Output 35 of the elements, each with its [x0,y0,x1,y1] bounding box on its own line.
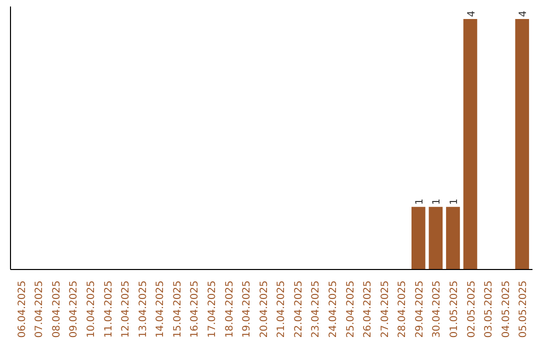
x-tick-label: 08.04.2025 [51,280,62,338]
x-tick-label: 25.04.2025 [345,280,356,338]
x-tick-label: 04.05.2025 [500,280,512,338]
x-tick-label: 16.04.2025 [190,280,201,338]
x-tick-label: 20.04.2025 [258,280,270,338]
data-label: 1 [448,198,460,205]
x-tick-label: 10.04.2025 [86,280,98,338]
x-tick-label: 13.04.2025 [138,280,149,338]
x-tick-label: 06.04.2025 [16,280,28,338]
x-tick-label: 29.04.2025 [414,280,426,338]
x-tick-label: 27.04.2025 [380,280,391,338]
x-tick-label: 22.04.2025 [293,280,304,338]
x-tick-label: 11.04.2025 [103,280,114,338]
x-tick-label: 07.04.2025 [34,280,46,338]
x-tick-label: 01.05.2025 [448,280,460,338]
x-tick-label: 14.04.2025 [155,280,166,338]
x-tick-label: 02.05.2025 [466,280,478,338]
x-tick-label: 26.04.2025 [362,280,374,338]
data-label: 4 [518,10,530,18]
x-tick-label: 24.04.2025 [328,280,339,338]
x-tick-label: 17.04.2025 [207,280,218,338]
x-tick-label: 09.04.2025 [68,280,80,338]
x-tick-label: 30.04.2025 [432,280,443,338]
x-tick-label: 05.05.2025 [518,280,530,338]
x-tick-label: 15.04.2025 [172,280,184,338]
x-tick-label: 23.04.2025 [310,280,322,338]
x-tick-label: 03.05.2025 [484,280,495,338]
x-tick-label: 12.04.2025 [120,280,132,338]
x-tick-label: 19.04.2025 [242,280,253,338]
x-tick-label: 18.04.2025 [224,280,236,338]
data-label: 1 [414,198,426,205]
data-label: 4 [466,10,478,18]
data-label: 1 [432,198,443,205]
x-tick-label: 28.04.2025 [397,280,408,338]
x-tick-label: 21.04.2025 [276,280,288,338]
